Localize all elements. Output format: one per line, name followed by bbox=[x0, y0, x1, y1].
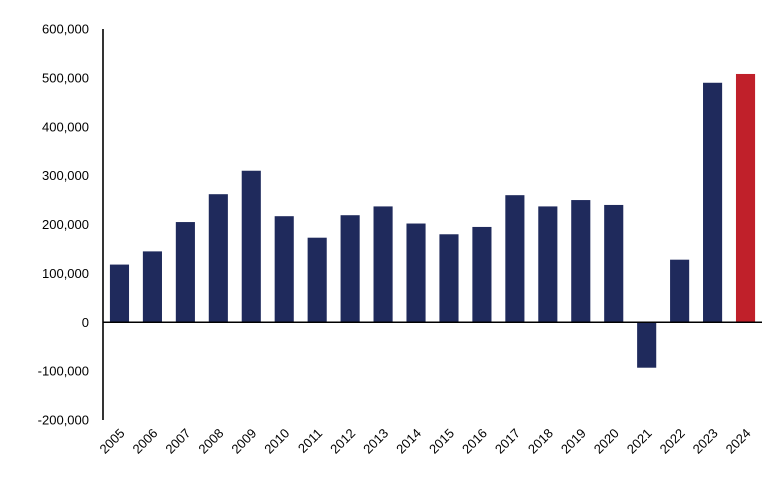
bar-2010 bbox=[274, 216, 294, 323]
x-tick-label: 2005 bbox=[97, 426, 128, 457]
x-tick-label: 2023 bbox=[690, 426, 721, 457]
bar-2008 bbox=[208, 194, 228, 323]
y-tick-label: -200,000 bbox=[38, 413, 89, 428]
bar-2006 bbox=[142, 251, 162, 323]
y-axis-ticks: -200,000 -100,000 0 100,000 200,000 300,000 40… bbox=[38, 22, 89, 428]
x-tick-label: 2011 bbox=[295, 426, 325, 456]
y-tick-label: 0 bbox=[82, 315, 89, 330]
x-tick-label: 2007 bbox=[162, 426, 193, 457]
bar-2021 bbox=[637, 322, 657, 368]
bar-2009 bbox=[241, 170, 261, 323]
bar-2015 bbox=[439, 234, 459, 323]
x-tick-label: 2018 bbox=[525, 426, 556, 457]
x-tick-label: 2021 bbox=[624, 426, 655, 457]
x-tick-label: 2020 bbox=[591, 426, 622, 457]
bar-2019 bbox=[571, 200, 591, 323]
x-axis-ticks: 2005 2006 2007 2008 2009 2010 2011 2012 2013 2014… bbox=[97, 426, 754, 457]
bar-2018 bbox=[538, 206, 558, 323]
x-tick-label: 2009 bbox=[228, 426, 259, 457]
bar-2024 bbox=[735, 73, 756, 323]
y-tick-label: 500,000 bbox=[42, 70, 89, 85]
bar-2016 bbox=[472, 226, 492, 323]
x-tick-label: 2019 bbox=[558, 426, 589, 457]
bar-2022 bbox=[670, 259, 690, 323]
x-tick-label: 2006 bbox=[129, 426, 160, 457]
bar-2012 bbox=[340, 215, 360, 323]
bar-2020 bbox=[604, 204, 624, 323]
x-tick-label: 2008 bbox=[195, 426, 226, 457]
x-tick-label: 2012 bbox=[327, 426, 358, 457]
bar-2017 bbox=[505, 195, 525, 323]
x-tick-label: 2013 bbox=[360, 426, 391, 457]
bars bbox=[109, 73, 756, 368]
x-tick-label: 2015 bbox=[426, 426, 457, 457]
bar-2007 bbox=[175, 222, 195, 323]
bar-2013 bbox=[373, 206, 393, 323]
bar-2014 bbox=[406, 223, 426, 323]
y-tick-label: 300,000 bbox=[42, 168, 89, 183]
y-tick-label: -100,000 bbox=[38, 364, 89, 379]
x-tick-label: 2010 bbox=[261, 426, 292, 457]
y-tick-label: 200,000 bbox=[42, 217, 89, 232]
x-tick-label: 2017 bbox=[492, 426, 523, 457]
y-tick-label: 400,000 bbox=[42, 119, 89, 134]
y-tick-label: 100,000 bbox=[42, 266, 89, 281]
x-tick-label: 2024 bbox=[723, 426, 754, 457]
bar-2005 bbox=[109, 264, 130, 323]
x-tick-label: 2022 bbox=[657, 426, 688, 457]
y-tick-label: 600,000 bbox=[42, 22, 89, 37]
x-tick-label: 2016 bbox=[459, 426, 490, 457]
bar-2023 bbox=[703, 82, 723, 323]
x-tick-label: 2014 bbox=[393, 426, 424, 457]
bar-2011 bbox=[307, 237, 327, 323]
